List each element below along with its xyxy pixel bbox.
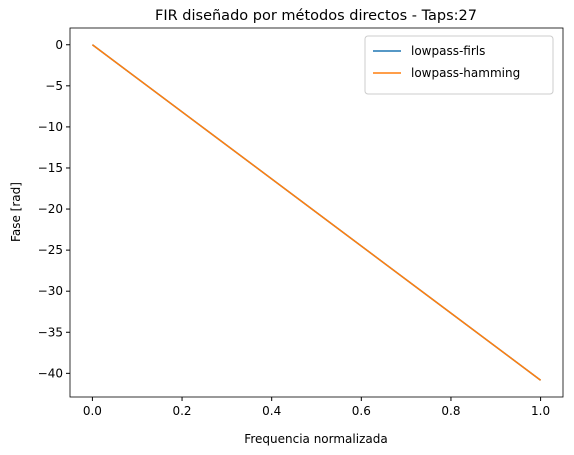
legend-label: lowpass-firls [411, 44, 485, 58]
legend-label: lowpass-hamming [411, 66, 520, 80]
x-tick-label: 0.6 [352, 404, 371, 418]
y-tick-label: 0 [55, 38, 63, 52]
y-tick-label: −10 [38, 120, 63, 134]
x-axis-label: Frequencia normalizada [244, 432, 387, 446]
x-tick-label: 1.0 [531, 404, 550, 418]
x-tick-label: 0.4 [262, 404, 281, 418]
y-tick-label: −20 [38, 202, 63, 216]
x-tick-label: 0.2 [172, 404, 191, 418]
y-axis-label: Fase [rad] [9, 182, 23, 242]
line [91, 44, 542, 381]
axes-frame [69, 27, 564, 398]
legend-box [364, 35, 554, 95]
y-tick-label: −30 [38, 284, 63, 298]
y-tick-label: −5 [45, 79, 63, 93]
y-tick-label: −15 [38, 161, 63, 175]
y-tick-label: −40 [38, 366, 63, 380]
x-tick-label: 0.8 [441, 404, 460, 418]
x-tick-label: 0.0 [83, 404, 102, 418]
y-tick-label: −25 [38, 243, 63, 257]
chart-title: FIR diseñado por métodos directos - Taps… [155, 8, 477, 24]
y-tick-label: −35 [38, 325, 63, 339]
